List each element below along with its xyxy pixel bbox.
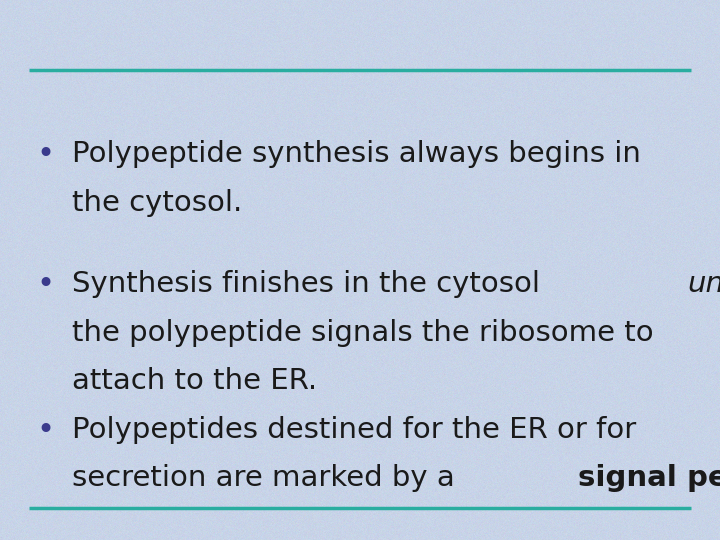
Text: •: • (36, 416, 54, 445)
Text: the polypeptide signals the ribosome to: the polypeptide signals the ribosome to (72, 319, 654, 347)
Text: Polypeptide synthesis always begins in: Polypeptide synthesis always begins in (72, 140, 641, 168)
Text: the cytosol.: the cytosol. (72, 189, 242, 217)
Text: attach to the ER.: attach to the ER. (72, 367, 317, 395)
Text: signal peptide.: signal peptide. (578, 464, 720, 492)
Text: •: • (36, 270, 54, 299)
Text: Polypeptides destined for the ER or for: Polypeptides destined for the ER or for (72, 416, 636, 444)
Text: secretion are marked by a: secretion are marked by a (72, 464, 464, 492)
Text: unless: unless (688, 270, 720, 298)
Text: •: • (36, 140, 54, 170)
Text: Synthesis finishes in the cytosol: Synthesis finishes in the cytosol (72, 270, 549, 298)
